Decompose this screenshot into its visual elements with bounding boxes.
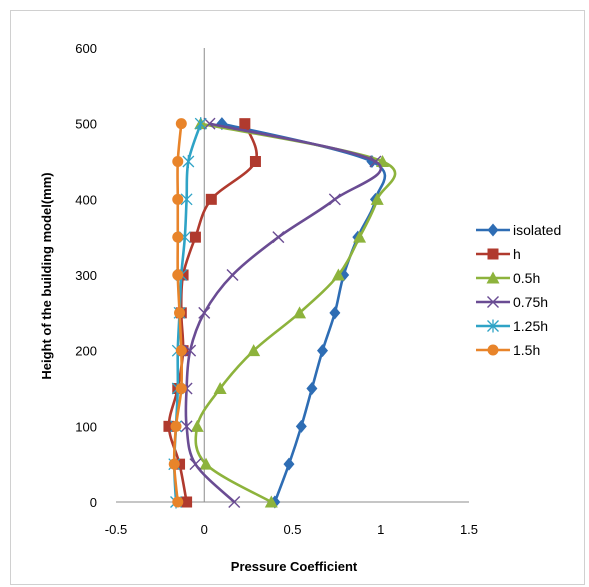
x-tick-label: 0	[201, 522, 208, 537]
legend-marker	[487, 248, 499, 260]
data-point	[172, 269, 184, 281]
data-point	[184, 344, 197, 357]
legend-marker	[487, 319, 499, 333]
y-tick-label: 200	[75, 344, 97, 359]
series-line	[184, 122, 383, 503]
legend-marker	[487, 296, 499, 308]
y-tick-label: 400	[75, 192, 97, 207]
data-point	[247, 344, 261, 357]
legend-entry: 1.5h	[476, 342, 540, 358]
data-point	[317, 344, 329, 358]
legend: isolated h 0.5h 0.75h 1.25h 1.5h	[476, 222, 561, 358]
data-point	[272, 231, 285, 244]
data-point	[180, 192, 193, 206]
y-tick-label: 600	[75, 41, 97, 56]
legend-label: 1.25h	[513, 318, 548, 334]
data-point	[172, 496, 184, 508]
data-point	[172, 156, 184, 167]
x-axis-title: Pressure Coefficient	[231, 559, 358, 574]
y-axis-title: Height of the building model(mm)	[39, 172, 54, 379]
data-point	[168, 458, 180, 470]
legend-entry: 0.75h	[476, 294, 548, 310]
legend-label: 0.5h	[513, 270, 540, 286]
data-point	[175, 383, 187, 394]
data-point	[293, 306, 307, 319]
x-tick-label: 0.5	[283, 522, 301, 537]
data-point	[182, 155, 195, 168]
legend-marker	[487, 344, 499, 356]
data-point	[329, 306, 341, 320]
data-point	[190, 419, 204, 432]
data-point	[205, 193, 217, 205]
data-point	[172, 231, 184, 243]
x-tick-label: 1	[377, 522, 384, 537]
x-tick-label: 1.5	[460, 522, 478, 537]
plot-area: -0.5 0 0.5 1 1.5 0 100 200 300 400 500 600	[75, 41, 478, 537]
data-point	[203, 117, 216, 130]
data-point	[170, 420, 182, 432]
series-line	[194, 122, 397, 504]
data-point	[213, 382, 227, 394]
data-point	[181, 496, 193, 508]
data-point	[226, 269, 239, 281]
data-point	[189, 458, 202, 471]
data-point	[283, 457, 295, 471]
legend-entry: 1.25h	[476, 318, 548, 334]
data-point	[189, 231, 201, 243]
legend-label: isolated	[513, 222, 561, 238]
y-tick-label: 500	[75, 117, 97, 132]
data-point	[175, 345, 187, 357]
data-point	[249, 156, 261, 167]
data-point	[180, 420, 193, 433]
data-point	[172, 193, 184, 205]
series-line	[221, 122, 387, 503]
data-point	[228, 496, 241, 508]
legend-entry: 0.5h	[476, 270, 540, 286]
data-point	[216, 117, 228, 131]
legend-marker	[487, 223, 499, 237]
data-point	[163, 420, 175, 432]
legend-entry: isolated	[476, 222, 561, 238]
data-point	[370, 192, 384, 205]
data-point	[174, 307, 186, 319]
data-point	[328, 193, 341, 206]
data-point	[369, 155, 382, 168]
y-tick-label: 300	[75, 268, 97, 283]
legend-label: h	[513, 246, 521, 262]
y-tick-label: 100	[75, 419, 97, 434]
legend-entry: h	[476, 246, 521, 262]
y-tick-label: 0	[90, 495, 97, 510]
data-point	[353, 230, 367, 243]
legend-label: 0.75h	[513, 294, 548, 310]
data-point	[199, 457, 213, 470]
data-point	[198, 306, 211, 319]
data-point	[306, 382, 318, 395]
data-point	[194, 117, 207, 131]
data-point	[295, 419, 307, 433]
x-tick-label: -0.5	[105, 522, 127, 537]
data-point	[175, 118, 187, 130]
data-point	[264, 495, 278, 508]
series-0-75h	[180, 117, 383, 508]
series-1-5h	[168, 118, 187, 508]
legend-label: 1.5h	[513, 342, 540, 358]
data-point	[331, 268, 345, 281]
data-point	[239, 118, 251, 130]
legend-marker	[486, 271, 500, 284]
